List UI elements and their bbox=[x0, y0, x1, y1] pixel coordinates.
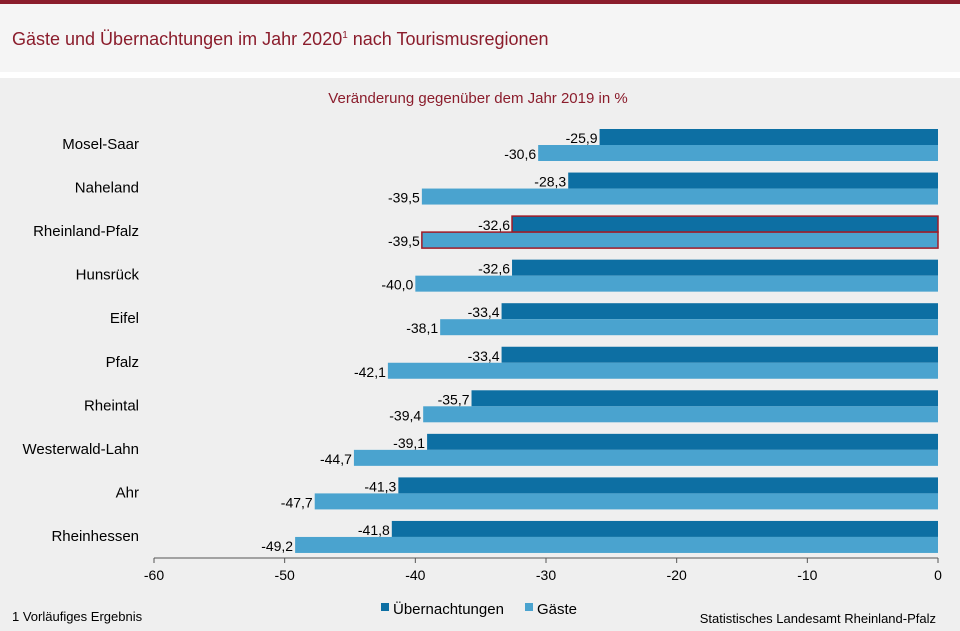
data-label: -39,4 bbox=[389, 407, 421, 423]
data-label: -38,1 bbox=[406, 320, 438, 336]
data-label: -49,2 bbox=[261, 538, 293, 554]
legend-label: Gäste bbox=[537, 601, 577, 618]
category-label: Pfalz bbox=[106, 354, 139, 371]
bar-uebernachtungen bbox=[471, 390, 938, 407]
title-footnote-marker: 1 bbox=[342, 30, 348, 41]
data-label: -30,6 bbox=[504, 146, 536, 162]
data-label: -32,6 bbox=[478, 261, 510, 277]
x-tick-label: -20 bbox=[667, 567, 687, 583]
x-tick-label: -10 bbox=[797, 567, 817, 583]
title-main: Gäste und Übernachtungen im Jahr 2020 bbox=[12, 29, 343, 49]
bar-uebernachtungen bbox=[501, 346, 938, 363]
bar-uebernachtungen bbox=[391, 520, 938, 537]
category-label: Westerwald-Lahn bbox=[23, 441, 139, 458]
data-label: -47,7 bbox=[281, 494, 313, 510]
source-note: Statistisches Landesamt Rheinland-Pfalz bbox=[699, 611, 936, 626]
category-label: Rheinland-Pfalz bbox=[33, 223, 139, 240]
bar-gaeste bbox=[538, 145, 938, 161]
bar-gaeste bbox=[421, 188, 938, 205]
bar-uebernachtungen bbox=[427, 433, 938, 450]
bar-gaeste bbox=[295, 536, 938, 553]
category-label: Rheinhessen bbox=[51, 528, 139, 545]
data-label: -33,4 bbox=[468, 348, 500, 364]
data-label: -33,4 bbox=[468, 304, 500, 320]
category-label: Naheland bbox=[75, 180, 139, 197]
data-label: -39,5 bbox=[388, 190, 420, 206]
bar-gaeste bbox=[353, 449, 938, 466]
bar-gaeste bbox=[314, 493, 939, 510]
x-tick-label: -30 bbox=[536, 567, 556, 583]
data-label: -28,3 bbox=[534, 174, 566, 190]
chart-subtitle: Veränderung gegenüber dem Jahr 2019 in % bbox=[328, 90, 627, 107]
x-tick-label: 0 bbox=[934, 567, 942, 583]
header: Gäste und Übernachtungen im Jahr 20201 n… bbox=[0, 4, 960, 72]
bar-gaeste bbox=[415, 275, 938, 292]
data-label: -35,7 bbox=[438, 391, 470, 407]
footnote: 1 Vorläufiges Ergebnis bbox=[12, 609, 143, 624]
category-label: Mosel-Saar bbox=[62, 136, 139, 153]
bar-uebernachtungen bbox=[599, 129, 938, 145]
x-tick-label: -60 bbox=[144, 567, 164, 583]
bar-gaeste bbox=[387, 362, 939, 379]
category-label: Eifel bbox=[110, 310, 139, 327]
category-label: Ahr bbox=[116, 484, 139, 501]
category-label: Hunsrück bbox=[76, 267, 140, 284]
bar-gaeste bbox=[423, 406, 938, 423]
bar-uebernachtungen bbox=[511, 215, 939, 233]
legend-swatch bbox=[525, 603, 533, 611]
data-label: -42,1 bbox=[354, 364, 386, 380]
legend-swatch bbox=[381, 603, 389, 611]
x-tick-label: -40 bbox=[405, 567, 425, 583]
data-label: -44,7 bbox=[320, 451, 352, 467]
data-label: -32,6 bbox=[478, 217, 510, 233]
top-accent-bar bbox=[0, 0, 960, 4]
category-label: Rheintal bbox=[84, 397, 139, 414]
legend-label: Übernachtungen bbox=[393, 600, 504, 618]
bar-gaeste bbox=[421, 231, 939, 249]
data-label: -41,3 bbox=[364, 478, 396, 494]
data-label: -41,8 bbox=[358, 522, 390, 538]
data-label: -25,9 bbox=[566, 130, 598, 146]
bar-uebernachtungen bbox=[568, 172, 938, 189]
data-label: -39,5 bbox=[388, 233, 420, 249]
page-title: Gäste und Übernachtungen im Jahr 20201 n… bbox=[12, 29, 549, 50]
bar-uebernachtungen bbox=[501, 303, 938, 320]
bar-uebernachtungen bbox=[512, 259, 938, 276]
x-tick-label: -50 bbox=[275, 567, 295, 583]
bar-uebernachtungen bbox=[398, 477, 938, 494]
data-label: -40,0 bbox=[381, 277, 413, 293]
bar-gaeste bbox=[440, 319, 938, 336]
data-label: -39,1 bbox=[393, 435, 425, 451]
title-rest: nach Tourismusregionen bbox=[347, 29, 549, 49]
header-separator bbox=[0, 72, 960, 78]
